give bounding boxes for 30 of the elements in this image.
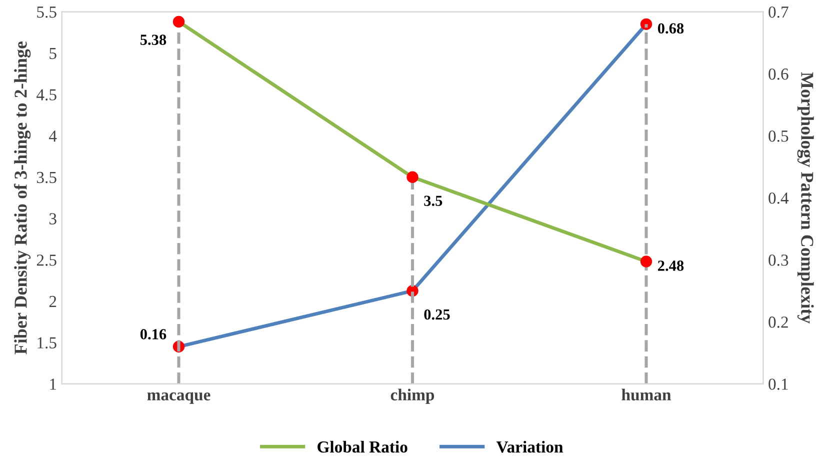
y2-tick-label: 0.7 (768, 6, 788, 18)
x-tick-label: human (622, 388, 672, 400)
y2-tick-label: 0.6 (768, 68, 788, 80)
data-label: 3.5 (424, 196, 442, 206)
legend-label: Variation (496, 440, 564, 453)
y-tick-label: 3 (49, 213, 56, 224)
y2-axis-title: Morphology Pattern Complexity (797, 72, 814, 324)
data-label: 0.16 (140, 329, 166, 340)
y2-tick-label: 0.2 (768, 316, 788, 328)
y2-tick-label: 0.4 (768, 192, 789, 204)
y-tick-label: 4 (49, 130, 57, 142)
x-tick-label: macaque (147, 392, 210, 404)
y-tick-label: 5.5 (37, 6, 56, 18)
y-tick-label: 2.5 (36, 254, 56, 266)
y-tick-label: 5 (50, 48, 56, 60)
y-tick-label: 2 (49, 296, 56, 307)
data-label: 5.38 (140, 34, 166, 46)
x-tick-label: chimp (390, 388, 434, 404)
y-tick-label: 1 (50, 378, 56, 390)
y2-tick-label: 0.1 (768, 378, 788, 390)
y-tick-label: 1.5 (38, 337, 56, 349)
y-tick-label: 4.5 (36, 89, 56, 100)
y-tick-label: 3.5 (36, 172, 56, 184)
data-label: 0.68 (658, 23, 684, 34)
y2-tick-label: 0.5 (768, 130, 788, 142)
y-axis-title: Fiber Density Ratio of 3-hinge to 2-hinge (14, 41, 31, 354)
y2-tick-label: 0.3 (768, 254, 788, 266)
legend-label: Global Ratio (318, 440, 408, 453)
data-label: 0.25 (424, 309, 450, 320)
data-label: 2.48 (658, 260, 684, 271)
